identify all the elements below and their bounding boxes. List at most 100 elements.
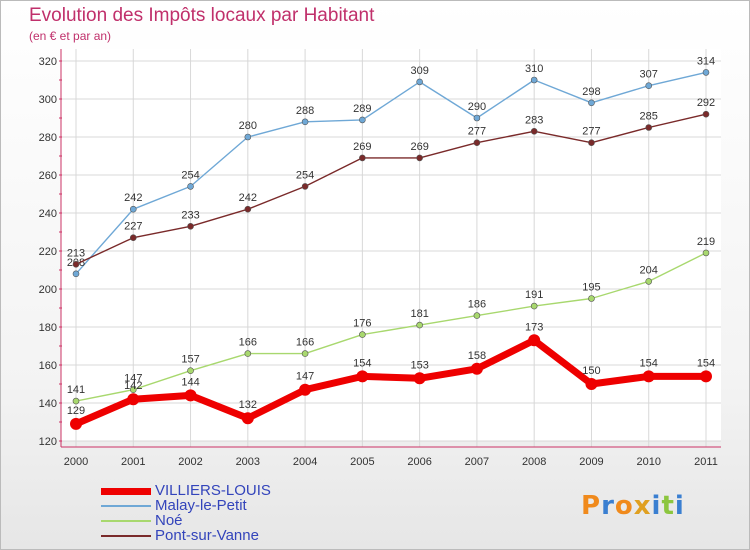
data-label: 195 bbox=[582, 282, 600, 294]
x-tick-label: 2004 bbox=[293, 456, 317, 468]
data-point bbox=[72, 397, 80, 405]
data-point bbox=[642, 370, 655, 383]
x-tick-label: 2011 bbox=[694, 456, 718, 468]
data-point bbox=[470, 362, 483, 375]
data-label: 213 bbox=[67, 247, 85, 259]
data-point bbox=[241, 412, 254, 425]
y-tick-label: 180 bbox=[39, 322, 57, 334]
data-point bbox=[244, 205, 252, 213]
data-point bbox=[702, 249, 710, 257]
data-point bbox=[187, 367, 194, 375]
data-label: 309 bbox=[410, 65, 428, 77]
y-tick-label: 260 bbox=[39, 170, 57, 182]
legend-swatch bbox=[101, 520, 151, 522]
y-tick-label: 120 bbox=[39, 436, 57, 448]
data-point bbox=[301, 183, 309, 190]
data-label: 283 bbox=[525, 114, 543, 126]
data-label: 154 bbox=[353, 357, 371, 369]
data-point bbox=[359, 116, 366, 124]
data-point bbox=[359, 331, 366, 338]
data-point bbox=[244, 350, 252, 357]
data-point bbox=[530, 76, 538, 84]
y-tick-label: 160 bbox=[39, 360, 57, 372]
data-label: 158 bbox=[468, 350, 486, 362]
data-label: 233 bbox=[181, 209, 199, 221]
legend-label: Noé bbox=[155, 512, 183, 529]
data-point bbox=[301, 350, 309, 357]
data-label: 242 bbox=[239, 192, 257, 204]
y-tick-label: 320 bbox=[39, 56, 57, 68]
x-tick-label: 2001 bbox=[121, 456, 145, 468]
y-tick-label: 220 bbox=[39, 246, 57, 258]
data-point bbox=[70, 417, 82, 430]
data-label: 154 bbox=[697, 357, 715, 369]
data-label: 153 bbox=[410, 359, 428, 371]
data-label: 204 bbox=[640, 264, 658, 276]
data-label: 289 bbox=[353, 103, 371, 115]
data-label: 269 bbox=[353, 141, 371, 153]
data-point bbox=[588, 99, 595, 107]
data-point bbox=[473, 312, 481, 319]
data-label: 219 bbox=[697, 236, 715, 248]
data-point bbox=[530, 128, 538, 135]
data-point bbox=[588, 139, 595, 146]
data-label: 144 bbox=[181, 376, 199, 388]
data-point bbox=[528, 334, 541, 347]
data-point bbox=[72, 260, 80, 268]
data-label: 173 bbox=[525, 321, 543, 333]
data-label: 191 bbox=[525, 289, 543, 301]
y-tick-label: 280 bbox=[39, 132, 57, 144]
y-tick-label: 200 bbox=[39, 284, 57, 296]
data-point bbox=[129, 205, 137, 213]
data-label: 269 bbox=[410, 141, 428, 153]
data-label: 181 bbox=[410, 308, 428, 320]
data-label: 288 bbox=[296, 105, 314, 117]
legend-label: Malay-le-Petit bbox=[155, 497, 247, 514]
data-point bbox=[359, 154, 366, 162]
data-point bbox=[473, 114, 481, 122]
data-point bbox=[301, 118, 309, 126]
chart-subtitle: (en € et par an) bbox=[29, 29, 112, 43]
logo-letter: i bbox=[674, 491, 685, 521]
data-label: 277 bbox=[468, 126, 486, 138]
data-label: 290 bbox=[468, 101, 486, 113]
data-label: 298 bbox=[582, 86, 600, 98]
x-tick-label: 2002 bbox=[178, 456, 202, 468]
data-label: 166 bbox=[296, 337, 314, 349]
data-label: 147 bbox=[124, 373, 142, 385]
data-label: 280 bbox=[239, 120, 257, 132]
logo-letter: i bbox=[651, 491, 662, 521]
data-point bbox=[72, 270, 80, 278]
data-point bbox=[299, 383, 312, 396]
data-label: 176 bbox=[353, 318, 371, 330]
proxiti-logo: Proxiti bbox=[581, 491, 685, 521]
data-point bbox=[588, 295, 595, 302]
series-line-1 bbox=[75, 71, 707, 275]
legend-swatch bbox=[101, 487, 151, 495]
data-label: 292 bbox=[697, 97, 715, 109]
data-point bbox=[184, 389, 197, 402]
data-label: 307 bbox=[640, 69, 658, 81]
data-point bbox=[416, 321, 423, 329]
data-point bbox=[244, 133, 252, 141]
legend-swatch bbox=[101, 535, 151, 537]
x-tick-label: 2008 bbox=[522, 456, 546, 468]
data-point bbox=[702, 110, 710, 118]
x-tick-label: 2007 bbox=[465, 456, 489, 468]
x-tick-label: 2000 bbox=[64, 456, 88, 468]
data-point bbox=[473, 139, 481, 146]
data-label: 166 bbox=[239, 337, 257, 349]
data-label: 277 bbox=[582, 126, 600, 138]
x-tick-label: 2003 bbox=[236, 456, 260, 468]
legend-label: Pont-sur-Vanne bbox=[155, 527, 259, 544]
data-point bbox=[187, 183, 194, 190]
legend-label: VILLIERS-LOUIS bbox=[155, 482, 271, 499]
data-point bbox=[413, 372, 426, 385]
series-line-2 bbox=[75, 252, 707, 402]
logo-letter: r bbox=[601, 491, 615, 521]
data-label: 154 bbox=[640, 357, 658, 369]
data-label: 157 bbox=[181, 354, 199, 366]
series-line-3 bbox=[75, 113, 707, 265]
